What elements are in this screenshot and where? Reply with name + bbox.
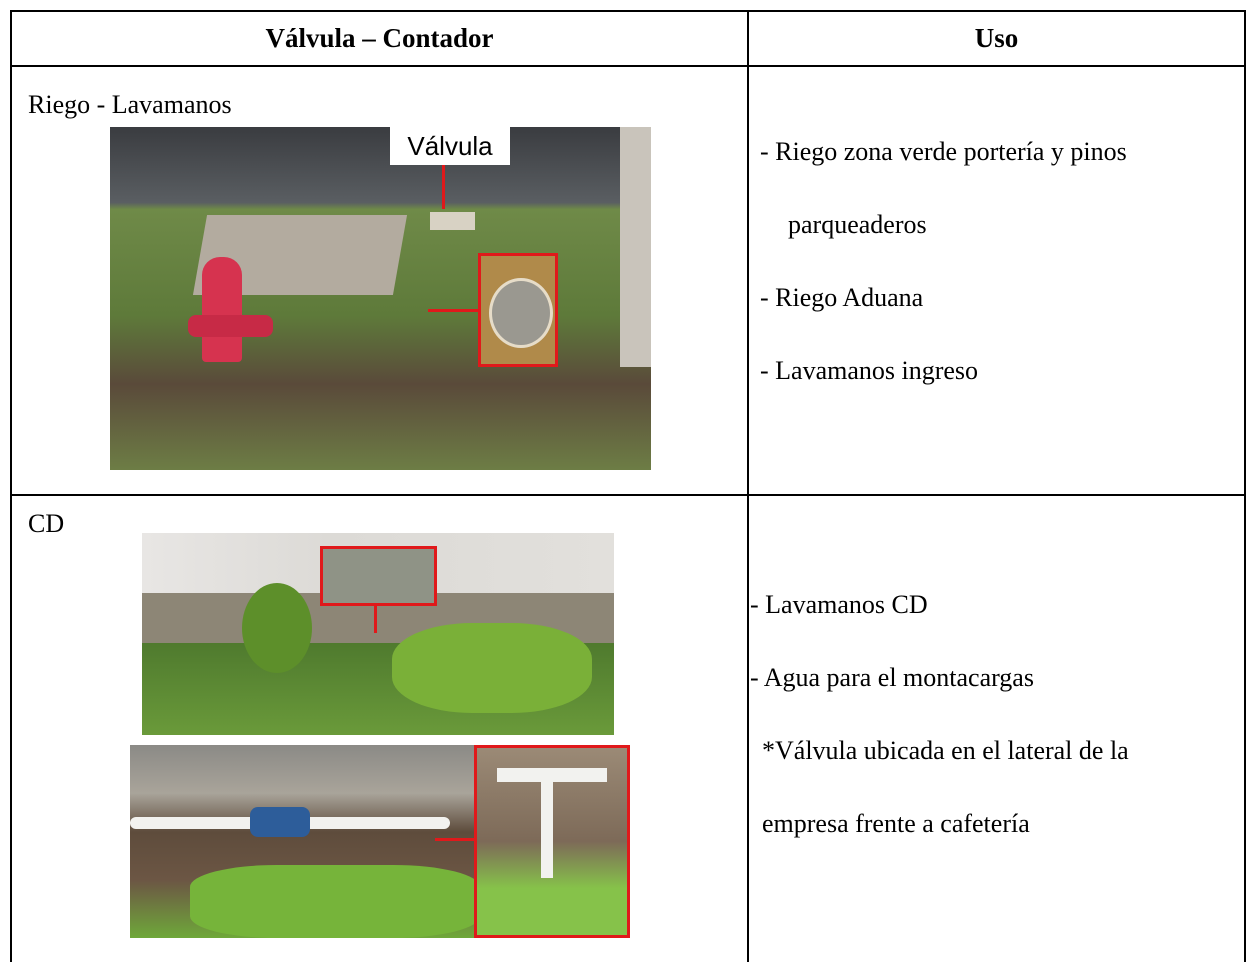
pipe [497,768,607,782]
inset-photo [320,546,437,606]
arrow [428,309,478,312]
meter [489,278,553,348]
hydrant [202,257,242,362]
use-item: - Lavamanos ingreso [760,356,979,385]
valve-box [430,212,475,230]
use-item: - Lavamanos CD [750,590,928,619]
note: *Válvula ubicada en el lateral de la emp… [762,736,1129,838]
arrow [442,165,445,209]
table-border [1244,10,1246,962]
row-divider [10,65,1246,67]
table-border [10,10,12,962]
shrub [392,623,592,713]
header-cell: Válvula – Contador [265,23,494,53]
photo: Válvula [110,127,651,470]
uses-list: - Riego zona verde portería y pinos parq… [760,115,1230,407]
pipe [541,778,553,878]
photo [130,745,630,938]
meter [250,807,310,837]
arrow [435,838,475,841]
row-title: Riego - Lavamanos [28,90,232,119]
photo-label: Válvula [390,127,510,165]
use-item: - Riego zona verde portería y pinos parq… [760,137,1127,239]
row-divider [10,494,1246,496]
table-border [10,10,1246,12]
tree-trunk [620,127,651,367]
shrub [190,865,480,938]
use-item: - Agua para el montacargas [750,663,1034,692]
use-item: - Riego Aduana [760,283,924,312]
shrub [242,583,312,673]
inset-photo [474,745,630,938]
header-cell: Uso [974,23,1019,53]
row-title: CD [28,509,65,538]
column-divider [747,10,749,962]
inset-photo [478,253,558,367]
hydrant [188,315,273,337]
photo [142,533,614,735]
uses-list: - Lavamanos CD - Agua para el montacarga… [750,568,1220,860]
arrow [374,593,377,633]
